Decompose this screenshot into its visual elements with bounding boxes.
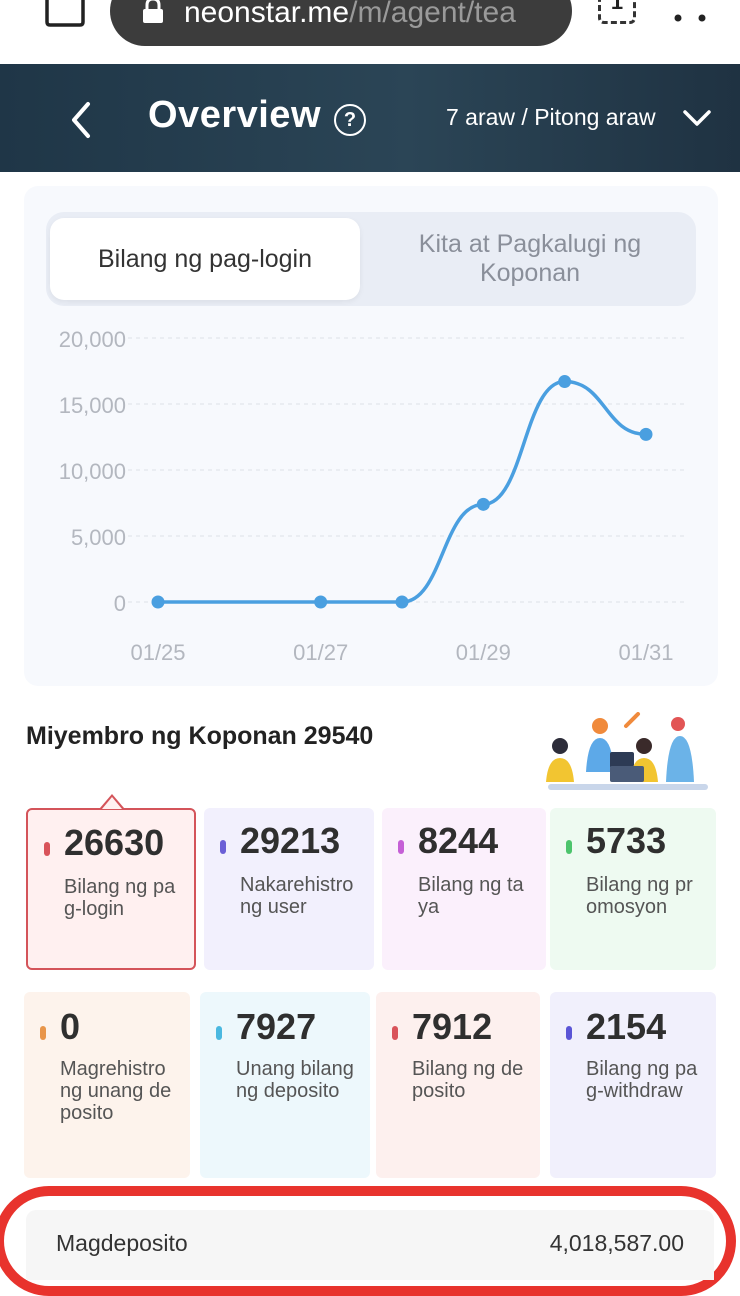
team-illustration bbox=[528, 712, 718, 812]
stat-dot bbox=[398, 840, 404, 854]
chevron-down-icon[interactable] bbox=[682, 108, 712, 128]
deposit-label: Magdeposito bbox=[56, 1230, 188, 1256]
stat-dot bbox=[566, 1026, 572, 1040]
url-text: neonstar.me/m/agent/tea bbox=[184, 0, 516, 28]
stat-label: Nakarehistrong user bbox=[240, 874, 354, 918]
members-title: Miyembro ng Koponan 29540 bbox=[26, 722, 374, 750]
page-title: Overview bbox=[148, 94, 321, 136]
x-tick-label: 01/27 bbox=[293, 640, 348, 665]
stat-card-first-deposit-registrations[interactable]: 0 Magrehistro ng unang deposito bbox=[24, 992, 190, 1178]
tab-switcher-button[interactable]: 1 bbox=[598, 0, 636, 24]
stat-label: Bilang ng promosyon bbox=[586, 874, 693, 918]
stat-card-login-count[interactable]: 26630 Bilang ng pag-login bbox=[26, 808, 196, 970]
stat-value: 29213 bbox=[240, 820, 341, 861]
chart-toggle: Bilang ng pag-login Kita at Pagkalugi ng… bbox=[46, 212, 696, 306]
tab-team-profit-loss[interactable]: Kita at Pagkalugi ng Koponan bbox=[418, 230, 642, 287]
stat-card-first-deposit-count[interactable]: 7927 Unang bilang ng deposito bbox=[200, 992, 370, 1178]
lock-icon bbox=[143, 0, 163, 23]
login-line-chart: 20,000 15,000 10,000 5,000 001/25 01/27 01/29 0… bbox=[59, 327, 688, 665]
x-tick-label: 01/29 bbox=[456, 640, 511, 665]
browser-bar: neonstar.me/m/agent/tea 1 bbox=[0, 0, 740, 64]
stat-label: Bilang ng pag-withdraw bbox=[586, 1058, 698, 1102]
home-icon[interactable] bbox=[44, 0, 86, 28]
stat-label: Unang bilang ng deposito bbox=[236, 1058, 354, 1102]
y-tick-label: 20,000 bbox=[59, 327, 126, 352]
data-point bbox=[395, 595, 409, 609]
more-menu-icon[interactable] bbox=[672, 0, 708, 26]
back-arrow-icon[interactable] bbox=[66, 100, 96, 140]
data-point bbox=[314, 595, 328, 609]
series-line bbox=[157, 379, 647, 604]
app-header: Overview ? 7 araw / Pitong araw bbox=[0, 64, 740, 172]
stat-dot bbox=[216, 1026, 222, 1040]
y-tick-label: 10,000 bbox=[59, 459, 126, 484]
chart-card: Bilang ng pag-login Kita at Pagkalugi ng… bbox=[24, 186, 718, 686]
stat-dot bbox=[392, 1026, 398, 1040]
stat-label: Bilang ng pag-login bbox=[64, 876, 176, 920]
stat-dot bbox=[40, 1026, 46, 1040]
stat-card-withdraw-count[interactable]: 2154 Bilang ng pag-withdraw bbox=[550, 992, 716, 1178]
stat-value: 7912 bbox=[412, 1006, 493, 1047]
deposit-value: 4,018,587.00 bbox=[549, 1230, 684, 1256]
stat-value: 2154 bbox=[586, 1006, 667, 1047]
stat-label: Bilang ng deposito bbox=[412, 1058, 524, 1102]
stat-dot bbox=[220, 840, 226, 854]
deposit-row[interactable]: Magdeposito 4,018,587.00 bbox=[26, 1210, 714, 1280]
data-point bbox=[639, 427, 653, 441]
stat-dot bbox=[44, 842, 50, 856]
stat-value: 26630 bbox=[64, 822, 165, 863]
y-tick-label: 5,000 bbox=[71, 525, 126, 550]
data-point bbox=[476, 497, 490, 511]
url-host: neonstar.me bbox=[184, 0, 350, 29]
stat-value: 8244 bbox=[418, 820, 499, 861]
url-path: /m/agent/tea bbox=[349, 0, 516, 29]
stat-card-promotion-count[interactable]: 5733 Bilang ng promosyon bbox=[550, 808, 716, 970]
period-select[interactable]: 7 araw / Pitong araw bbox=[446, 104, 656, 130]
stat-card-bet-count[interactable]: 8244 Bilang ng taya bbox=[382, 808, 546, 970]
stat-label: Magrehistro ng unang deposito bbox=[60, 1058, 172, 1124]
data-point bbox=[558, 375, 572, 389]
stat-value: 0 bbox=[60, 1006, 81, 1047]
x-tick-label: 01/25 bbox=[130, 640, 185, 665]
help-icon[interactable]: ? bbox=[334, 104, 366, 136]
stat-card-registered-users[interactable]: 29213 Nakarehistrong user bbox=[204, 808, 374, 970]
x-tick-label: 01/31 bbox=[618, 640, 673, 665]
y-tick-label: 15,000 bbox=[59, 393, 126, 418]
stat-value: 7927 bbox=[236, 1006, 317, 1047]
stat-card-deposit-count[interactable]: 7912 Bilang ng deposito bbox=[376, 992, 540, 1178]
stat-value: 5733 bbox=[586, 820, 667, 861]
data-point bbox=[151, 595, 165, 609]
stat-dot bbox=[566, 840, 572, 854]
address-bar[interactable]: neonstar.me/m/agent/tea bbox=[110, 0, 572, 46]
tab-login-count[interactable]: Bilang ng pag-login bbox=[50, 218, 360, 300]
active-card-pointer-fill bbox=[102, 797, 122, 809]
y-tick-label: 0 bbox=[114, 591, 126, 616]
stat-label: Bilang ng taya bbox=[418, 874, 524, 918]
